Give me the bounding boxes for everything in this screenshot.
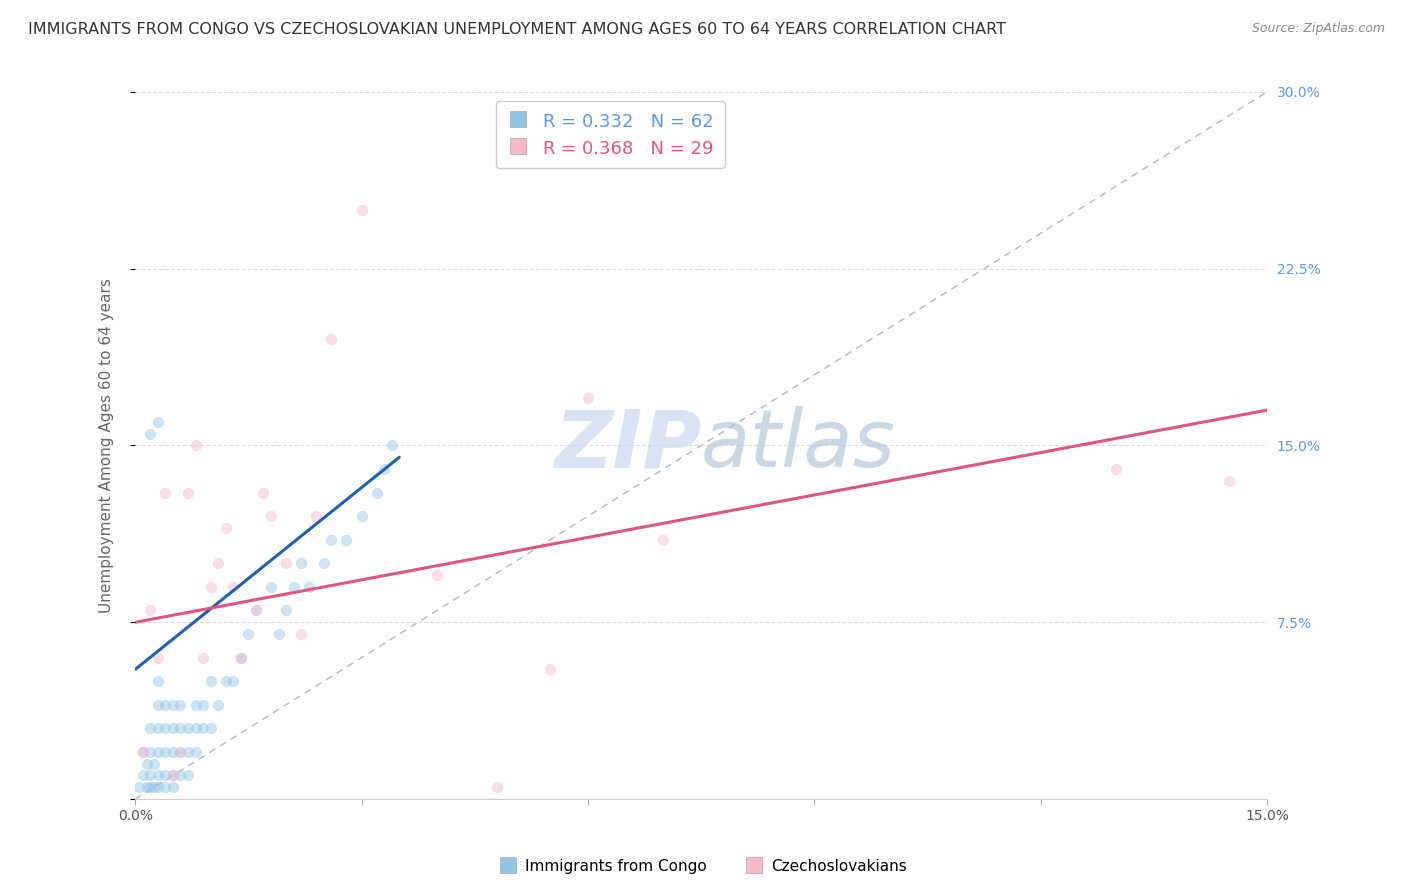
Legend: Immigrants from Congo, Czechoslovakians: Immigrants from Congo, Czechoslovakians — [494, 853, 912, 880]
Point — [191, 722, 214, 736]
Point — [139, 768, 162, 782]
Point — [260, 509, 283, 524]
Point — [169, 722, 191, 736]
Point — [155, 698, 177, 712]
Text: ZIP: ZIP — [554, 407, 702, 484]
Y-axis label: Unemployment Among Ages 60 to 64 years: Unemployment Among Ages 60 to 64 years — [100, 278, 114, 613]
Point — [245, 603, 267, 617]
Point — [184, 698, 207, 712]
Text: IMMIGRANTS FROM CONGO VS CZECHOSLOVAKIAN UNEMPLOYMENT AMONG AGES 60 TO 64 YEARS : IMMIGRANTS FROM CONGO VS CZECHOSLOVAKIAN… — [28, 22, 1007, 37]
Point — [290, 627, 312, 641]
Point — [200, 674, 222, 689]
Point — [283, 580, 305, 594]
Point — [274, 603, 297, 617]
Point — [139, 426, 162, 441]
Point — [373, 462, 395, 476]
Point — [426, 568, 449, 582]
Text: Source: ZipAtlas.com: Source: ZipAtlas.com — [1251, 22, 1385, 36]
Point — [207, 557, 229, 571]
Point — [155, 780, 177, 795]
Point — [486, 780, 509, 795]
Point — [222, 674, 245, 689]
Point — [652, 533, 675, 547]
Point — [350, 509, 373, 524]
Point — [274, 557, 297, 571]
Point — [162, 745, 184, 759]
Point — [1218, 474, 1240, 488]
Point — [177, 722, 200, 736]
Point — [366, 485, 388, 500]
Point — [139, 745, 162, 759]
Point — [215, 521, 238, 535]
Point — [229, 650, 252, 665]
Point — [305, 509, 328, 524]
Point — [135, 756, 157, 771]
Point — [177, 768, 200, 782]
Point — [135, 780, 157, 795]
Point — [200, 722, 222, 736]
Point — [177, 485, 200, 500]
Point — [139, 722, 162, 736]
Point — [267, 627, 290, 641]
Point — [1105, 462, 1128, 476]
Point — [146, 780, 169, 795]
Text: atlas: atlas — [702, 407, 896, 484]
Point — [222, 580, 245, 594]
Point — [200, 580, 222, 594]
Point — [169, 768, 191, 782]
Point — [260, 580, 283, 594]
Point — [162, 698, 184, 712]
Point — [139, 603, 162, 617]
Point — [298, 580, 321, 594]
Point — [350, 202, 373, 217]
Point — [146, 768, 169, 782]
Point — [184, 722, 207, 736]
Point — [146, 674, 169, 689]
Point — [146, 650, 169, 665]
Point — [381, 438, 404, 452]
Point — [245, 603, 267, 617]
Point — [146, 745, 169, 759]
Point — [169, 745, 191, 759]
Point — [169, 698, 191, 712]
Point — [321, 533, 343, 547]
Point — [290, 557, 312, 571]
Point — [132, 768, 155, 782]
Point — [132, 745, 155, 759]
Point — [177, 745, 200, 759]
Point — [191, 698, 214, 712]
Point — [335, 533, 357, 547]
Point — [229, 650, 252, 665]
Point — [155, 485, 177, 500]
Point — [132, 745, 155, 759]
Point — [162, 722, 184, 736]
Point — [146, 698, 169, 712]
Point — [538, 662, 561, 676]
Point — [139, 780, 162, 795]
Point — [252, 485, 274, 500]
Point — [169, 745, 191, 759]
Point — [184, 745, 207, 759]
Point — [143, 780, 166, 795]
Point — [155, 745, 177, 759]
Point — [321, 332, 343, 346]
Point — [143, 756, 166, 771]
Point — [576, 392, 599, 406]
Legend: R = 0.332   N = 62, R = 0.368   N = 29: R = 0.332 N = 62, R = 0.368 N = 29 — [496, 101, 725, 169]
Point — [155, 722, 177, 736]
Point — [162, 780, 184, 795]
Point — [184, 438, 207, 452]
Point — [162, 768, 184, 782]
Point — [215, 674, 238, 689]
Point — [162, 768, 184, 782]
Point — [146, 722, 169, 736]
Point — [155, 768, 177, 782]
Point — [128, 780, 150, 795]
Point — [146, 415, 169, 429]
Point — [191, 650, 214, 665]
Point — [312, 557, 335, 571]
Point — [207, 698, 229, 712]
Point — [238, 627, 260, 641]
